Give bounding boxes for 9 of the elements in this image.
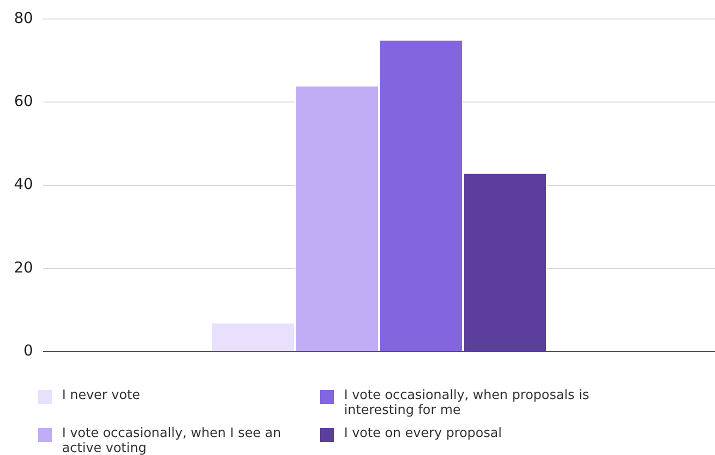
legend-label: I vote on every proposal (344, 426, 502, 441)
y-tick-label: 80 (14, 8, 34, 27)
y-tick-label: 0 (24, 341, 34, 360)
y-tick-label: 40 (14, 175, 34, 194)
legend-label: I vote occasionally, when I see an active voting (62, 426, 282, 455)
y-tick-label: 60 (14, 92, 34, 110)
legend-label: I vote occasionally, when proposals is interesting for me (344, 388, 590, 418)
y-tick-label: 20 (14, 258, 34, 276)
legend-label: I never vote (62, 388, 140, 403)
